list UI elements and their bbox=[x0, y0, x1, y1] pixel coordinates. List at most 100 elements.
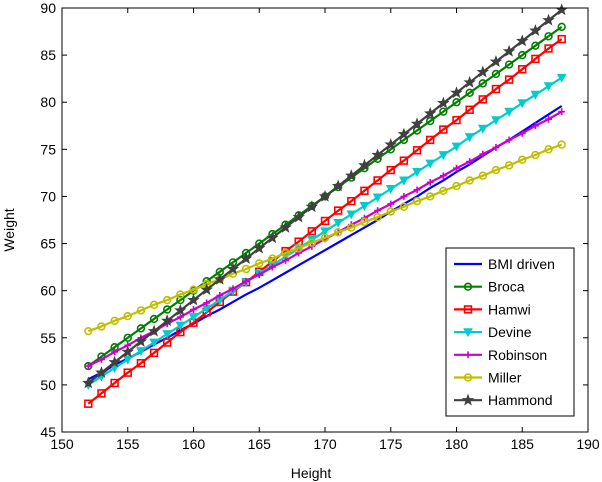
data-point bbox=[163, 305, 172, 314]
data-point bbox=[149, 300, 159, 309]
data-point bbox=[360, 186, 369, 195]
data-point bbox=[476, 65, 490, 78]
data-point bbox=[136, 359, 146, 368]
data-point bbox=[174, 303, 187, 316]
legend-label: BMI driven bbox=[488, 256, 555, 272]
data-point bbox=[345, 169, 358, 182]
data-point bbox=[123, 333, 132, 342]
data-point bbox=[239, 252, 253, 264]
x-tick-label: 150 bbox=[50, 436, 74, 452]
data-point bbox=[450, 86, 463, 99]
data-point bbox=[464, 351, 472, 359]
data-point bbox=[543, 82, 554, 92]
data-point bbox=[294, 244, 303, 253]
data-point bbox=[466, 158, 474, 165]
data-point bbox=[333, 228, 343, 237]
data-point bbox=[400, 193, 408, 200]
data-point bbox=[385, 185, 396, 194]
data-point bbox=[531, 54, 540, 64]
legend-item: Robinson bbox=[454, 347, 547, 363]
data-point bbox=[84, 362, 92, 370]
legend-item: Hammond bbox=[454, 392, 553, 408]
legend-item: BMI driven bbox=[454, 256, 555, 272]
data-point bbox=[452, 115, 461, 125]
data-point bbox=[453, 164, 460, 172]
data-point bbox=[190, 306, 197, 313]
data-point bbox=[241, 264, 251, 274]
ticks-layer: 150 155 160 165 170 175 180 185 190 45 50 55 60 65 70 7… bbox=[40, 0, 599, 452]
data-point bbox=[557, 22, 566, 32]
y-tick-label: 55 bbox=[40, 330, 56, 346]
data-point bbox=[189, 285, 198, 294]
data-point bbox=[121, 345, 134, 358]
data-point bbox=[516, 34, 529, 47]
data-point bbox=[333, 218, 343, 228]
data-point bbox=[282, 257, 289, 264]
data-point bbox=[410, 117, 424, 130]
data-point bbox=[216, 291, 224, 299]
data-point bbox=[518, 50, 527, 60]
data-point bbox=[123, 368, 132, 377]
data-point bbox=[163, 295, 172, 305]
data-point bbox=[229, 285, 237, 293]
data-point bbox=[176, 295, 185, 305]
data-point bbox=[213, 272, 227, 285]
data-point bbox=[226, 262, 240, 275]
data-point bbox=[149, 338, 159, 348]
data-point bbox=[491, 165, 501, 175]
data-point bbox=[110, 378, 119, 388]
data-point bbox=[439, 107, 448, 116]
data-point bbox=[255, 271, 263, 279]
data-point bbox=[253, 241, 266, 254]
legend-label: Devine bbox=[488, 324, 532, 340]
y-tick-label: 65 bbox=[40, 236, 56, 252]
legend-item: Miller bbox=[454, 370, 522, 386]
data-point bbox=[387, 200, 395, 208]
data-point bbox=[111, 348, 118, 356]
data-point bbox=[320, 216, 330, 226]
data-point bbox=[530, 90, 541, 100]
data-point bbox=[84, 326, 93, 336]
data-point bbox=[413, 186, 421, 194]
data-point bbox=[136, 324, 146, 333]
data-point bbox=[502, 44, 516, 57]
data-point bbox=[557, 34, 566, 44]
y-tick-label: 45 bbox=[40, 424, 56, 440]
data-point bbox=[373, 212, 382, 222]
data-point bbox=[110, 316, 119, 326]
x-tick-label: 185 bbox=[511, 436, 535, 452]
data-point bbox=[412, 196, 422, 206]
data-point bbox=[426, 116, 435, 126]
data-point bbox=[374, 207, 381, 214]
data-point bbox=[518, 65, 527, 74]
data-point bbox=[360, 217, 369, 227]
data-point bbox=[452, 181, 461, 191]
data-point bbox=[478, 171, 487, 180]
data-point bbox=[412, 168, 422, 177]
data-point bbox=[84, 399, 93, 408]
data-point bbox=[162, 330, 173, 340]
data-point bbox=[305, 200, 319, 213]
data-point bbox=[346, 210, 357, 220]
data-point bbox=[465, 105, 474, 114]
data-point bbox=[426, 192, 435, 201]
x-tick-label: 190 bbox=[576, 436, 600, 452]
data-point bbox=[242, 277, 250, 285]
x-tick-label: 165 bbox=[248, 436, 272, 452]
data-point bbox=[504, 75, 514, 84]
data-point bbox=[176, 313, 184, 321]
data-point bbox=[295, 249, 303, 257]
series-layer bbox=[82, 3, 568, 408]
series-line bbox=[87, 38, 563, 405]
legend-item: Devine bbox=[454, 324, 532, 340]
data-point bbox=[136, 347, 146, 357]
data-point bbox=[122, 355, 133, 365]
legend-label: Broca bbox=[488, 279, 525, 295]
data-point bbox=[518, 155, 527, 164]
data-point bbox=[504, 107, 514, 117]
y-axis-title: Weight bbox=[1, 208, 17, 251]
data-point bbox=[439, 186, 448, 195]
data-point bbox=[399, 176, 409, 186]
data-point bbox=[451, 142, 462, 152]
